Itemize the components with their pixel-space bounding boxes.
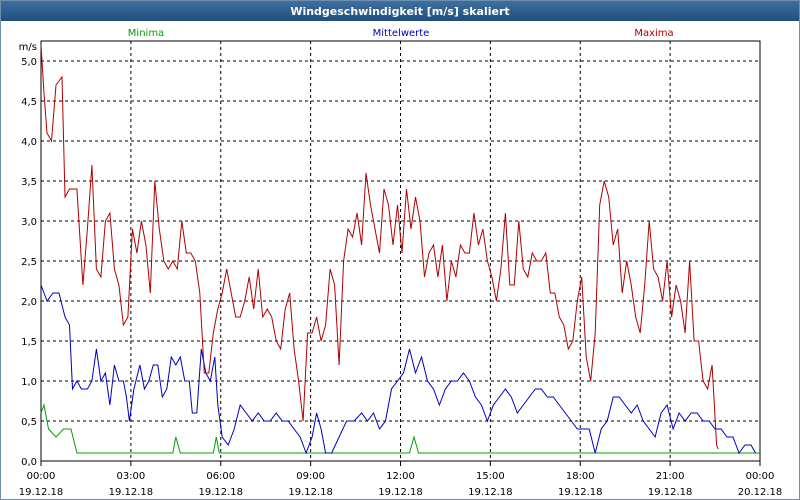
x-tick-date: 20.12.18 [738, 487, 783, 498]
x-tick-time: 06:00 [206, 471, 235, 482]
y-tick-label: 0,0 [21, 457, 37, 468]
x-tick-time: 18:00 [566, 471, 595, 482]
y-tick-label: 4,0 [21, 137, 37, 148]
x-tick-date: 19.12.18 [558, 487, 603, 498]
x-tick-date: 19.12.18 [468, 487, 513, 498]
legend-minima: Minima [128, 28, 164, 39]
y-tick-label: 3,5 [21, 177, 37, 188]
y-tick-label: 1,0 [21, 377, 37, 388]
x-tick-date: 19.12.18 [288, 487, 333, 498]
x-tick-time: 00:00 [27, 471, 56, 482]
y-tick-label: 3,0 [21, 217, 37, 228]
series-line-mittelwerte [40, 284, 756, 455]
y-axis-label: m/s [19, 42, 37, 53]
y-tick-label: 4,5 [21, 97, 37, 108]
series-line-maxima [40, 44, 719, 450]
x-tick-time: 12:00 [386, 471, 415, 482]
x-tick-date: 19.12.18 [109, 487, 154, 498]
x-tick-date: 19.12.18 [378, 487, 423, 498]
x-tick-time: 00:00 [746, 471, 775, 482]
x-tick-date: 19.12.18 [648, 487, 693, 498]
x-tick-time: 03:00 [116, 471, 145, 482]
y-tick-label: 5,0 [21, 57, 37, 68]
y-tick-label: 2,0 [21, 297, 37, 308]
series-line-minima [40, 403, 760, 454]
x-tick-time: 21:00 [656, 471, 685, 482]
x-tick-time: 09:00 [296, 471, 325, 482]
legend-maxima: Maxima [634, 28, 673, 39]
x-tick-date: 19.12.18 [198, 487, 243, 498]
y-tick-label: 0,5 [21, 417, 37, 428]
x-tick-date: 19.12.18 [19, 487, 64, 498]
x-tick-time: 15:00 [476, 471, 505, 482]
chart-title: Windgeschwindigkeit [m/s] skaliert [1, 1, 799, 21]
y-tick-label: 2,5 [21, 257, 37, 268]
legend-mittelwerte: Mittelwerte [373, 28, 430, 39]
y-tick-label: 1,5 [21, 337, 37, 348]
